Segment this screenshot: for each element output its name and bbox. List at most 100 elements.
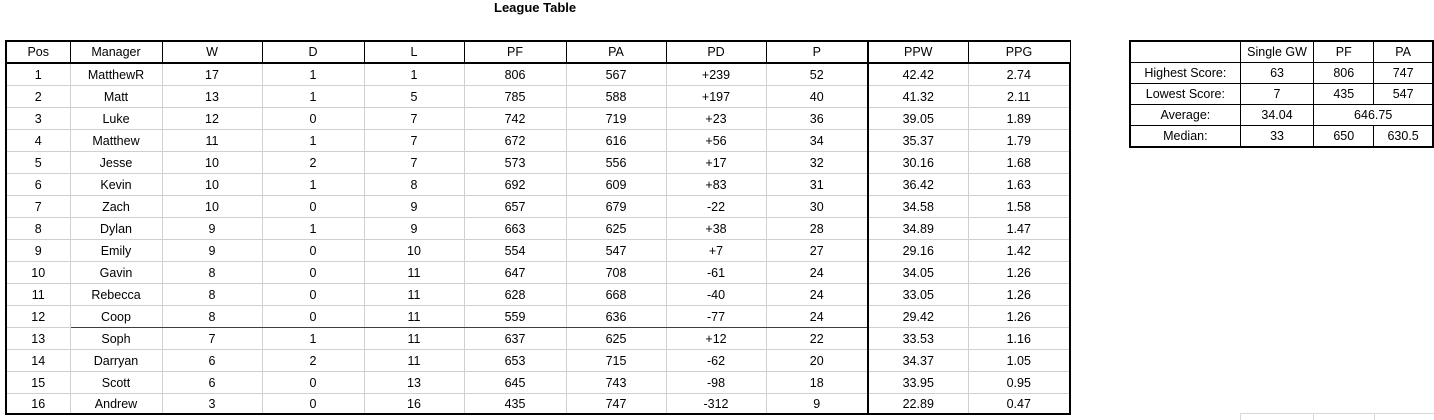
table-cell[interactable]: 32 [765, 151, 869, 174]
table-cell[interactable]: 637 [463, 327, 567, 350]
table-cell[interactable]: 7 [363, 151, 465, 174]
table-cell[interactable]: 35.37 [867, 129, 969, 152]
table-cell[interactable]: 11 [363, 327, 465, 350]
manager-cell[interactable]: Andrew [69, 393, 163, 415]
table-cell[interactable]: 636 [565, 305, 667, 328]
table-cell[interactable]: 13 [363, 371, 465, 394]
column-header[interactable]: PPG [967, 40, 1071, 64]
table-cell[interactable]: 9 [5, 239, 71, 262]
table-cell[interactable]: 52 [765, 62, 869, 86]
table-cell[interactable]: 10 [363, 239, 465, 262]
table-cell[interactable]: 628 [463, 283, 567, 306]
table-cell[interactable]: +7 [665, 239, 767, 262]
table-cell[interactable]: +56 [665, 129, 767, 152]
table-cell[interactable]: -22 [665, 195, 767, 218]
table-cell[interactable]: 34 [765, 129, 869, 152]
table-cell[interactable]: 1 [261, 217, 365, 240]
manager-cell[interactable]: Dylan [69, 217, 163, 240]
table-cell[interactable]: +197 [665, 85, 767, 108]
stats-cell[interactable]: 63 [1239, 62, 1315, 84]
table-cell[interactable]: 30 [765, 195, 869, 218]
table-cell[interactable]: 588 [565, 85, 667, 108]
table-cell[interactable]: 625 [565, 217, 667, 240]
table-cell[interactable]: 11 [363, 261, 465, 284]
stats-merged-cell[interactable]: 646.75 [1313, 104, 1434, 126]
table-cell[interactable]: 559 [463, 305, 567, 328]
table-cell[interactable]: 14 [5, 349, 71, 372]
manager-cell[interactable]: Scott [69, 371, 163, 394]
table-cell[interactable]: 11 [5, 283, 71, 306]
table-cell[interactable]: 715 [565, 349, 667, 372]
table-cell[interactable]: 1.26 [967, 305, 1071, 328]
table-cell[interactable]: 12 [161, 107, 263, 130]
table-cell[interactable]: 7 [363, 107, 465, 130]
manager-cell[interactable]: Coop [69, 305, 163, 328]
table-cell[interactable]: 672 [463, 129, 567, 152]
table-cell[interactable]: 1.47 [967, 217, 1071, 240]
table-cell[interactable]: 24 [765, 261, 869, 284]
manager-cell[interactable]: MatthewR [69, 62, 163, 86]
table-cell[interactable]: 29.16 [867, 239, 969, 262]
table-cell[interactable]: 743 [565, 371, 667, 394]
table-cell[interactable]: 679 [565, 195, 667, 218]
table-cell[interactable]: 20 [765, 349, 869, 372]
table-cell[interactable]: +38 [665, 217, 767, 240]
manager-cell[interactable]: Jesse [69, 151, 163, 174]
table-cell[interactable]: 7 [5, 195, 71, 218]
stats-header-cell[interactable]: PF [1313, 40, 1375, 63]
table-cell[interactable]: 806 [463, 62, 567, 86]
table-cell[interactable]: 8 [363, 173, 465, 196]
table-cell[interactable]: 8 [5, 217, 71, 240]
table-cell[interactable]: 42.42 [867, 62, 969, 86]
table-cell[interactable]: 34.37 [867, 349, 969, 372]
table-cell[interactable]: 2 [261, 151, 365, 174]
table-cell[interactable]: 692 [463, 173, 567, 196]
column-header[interactable]: W [161, 40, 263, 64]
table-cell[interactable]: 668 [565, 283, 667, 306]
table-cell[interactable]: 1.26 [967, 283, 1071, 306]
table-cell[interactable]: 1.68 [967, 151, 1071, 174]
table-cell[interactable]: 645 [463, 371, 567, 394]
table-cell[interactable]: 5 [5, 151, 71, 174]
table-cell[interactable]: 573 [463, 151, 567, 174]
manager-cell[interactable]: Gavin [69, 261, 163, 284]
table-cell[interactable]: 0 [261, 371, 365, 394]
table-cell[interactable]: 0 [261, 239, 365, 262]
table-cell[interactable]: 1 [363, 62, 465, 86]
table-cell[interactable]: 11 [161, 129, 263, 152]
stats-label-average[interactable]: Average: [1128, 104, 1241, 126]
table-cell[interactable]: 9 [363, 217, 465, 240]
table-cell[interactable]: 36.42 [867, 173, 969, 196]
table-cell[interactable]: 1.42 [967, 239, 1071, 262]
table-cell[interactable]: 785 [463, 85, 567, 108]
table-cell[interactable]: 8 [161, 261, 263, 284]
table-cell[interactable]: 6 [161, 371, 263, 394]
stats-cell[interactable]: 435 [1313, 83, 1375, 105]
table-cell[interactable]: 22 [765, 327, 869, 350]
column-header[interactable]: Manager [69, 40, 163, 64]
manager-cell[interactable]: Darryan [69, 349, 163, 372]
table-cell[interactable]: 1 [5, 62, 71, 86]
stats-header-cell[interactable]: PA [1373, 40, 1434, 63]
table-cell[interactable]: 10 [161, 173, 263, 196]
table-cell[interactable]: 2.74 [967, 62, 1071, 86]
table-cell[interactable]: 8 [161, 305, 263, 328]
table-cell[interactable]: +17 [665, 151, 767, 174]
column-header[interactable]: PPW [867, 40, 969, 64]
stats-label-lowest[interactable]: Lowest Score: [1128, 83, 1241, 105]
table-cell[interactable]: 719 [565, 107, 667, 130]
table-cell[interactable]: 15 [5, 371, 71, 394]
table-cell[interactable]: -77 [665, 305, 767, 328]
stats-cell[interactable]: 630.5 [1373, 125, 1434, 148]
manager-cell[interactable]: Matt [69, 85, 163, 108]
table-cell[interactable]: 0 [261, 195, 365, 218]
manager-cell[interactable]: Kevin [69, 173, 163, 196]
table-cell[interactable]: 0 [261, 305, 365, 328]
table-cell[interactable]: 1.89 [967, 107, 1071, 130]
table-cell[interactable]: 556 [565, 151, 667, 174]
table-cell[interactable]: 742 [463, 107, 567, 130]
stats-cell[interactable]: 547 [1373, 83, 1434, 105]
table-cell[interactable]: 28 [765, 217, 869, 240]
column-header[interactable]: P [765, 40, 869, 64]
table-cell[interactable]: 41.32 [867, 85, 969, 108]
